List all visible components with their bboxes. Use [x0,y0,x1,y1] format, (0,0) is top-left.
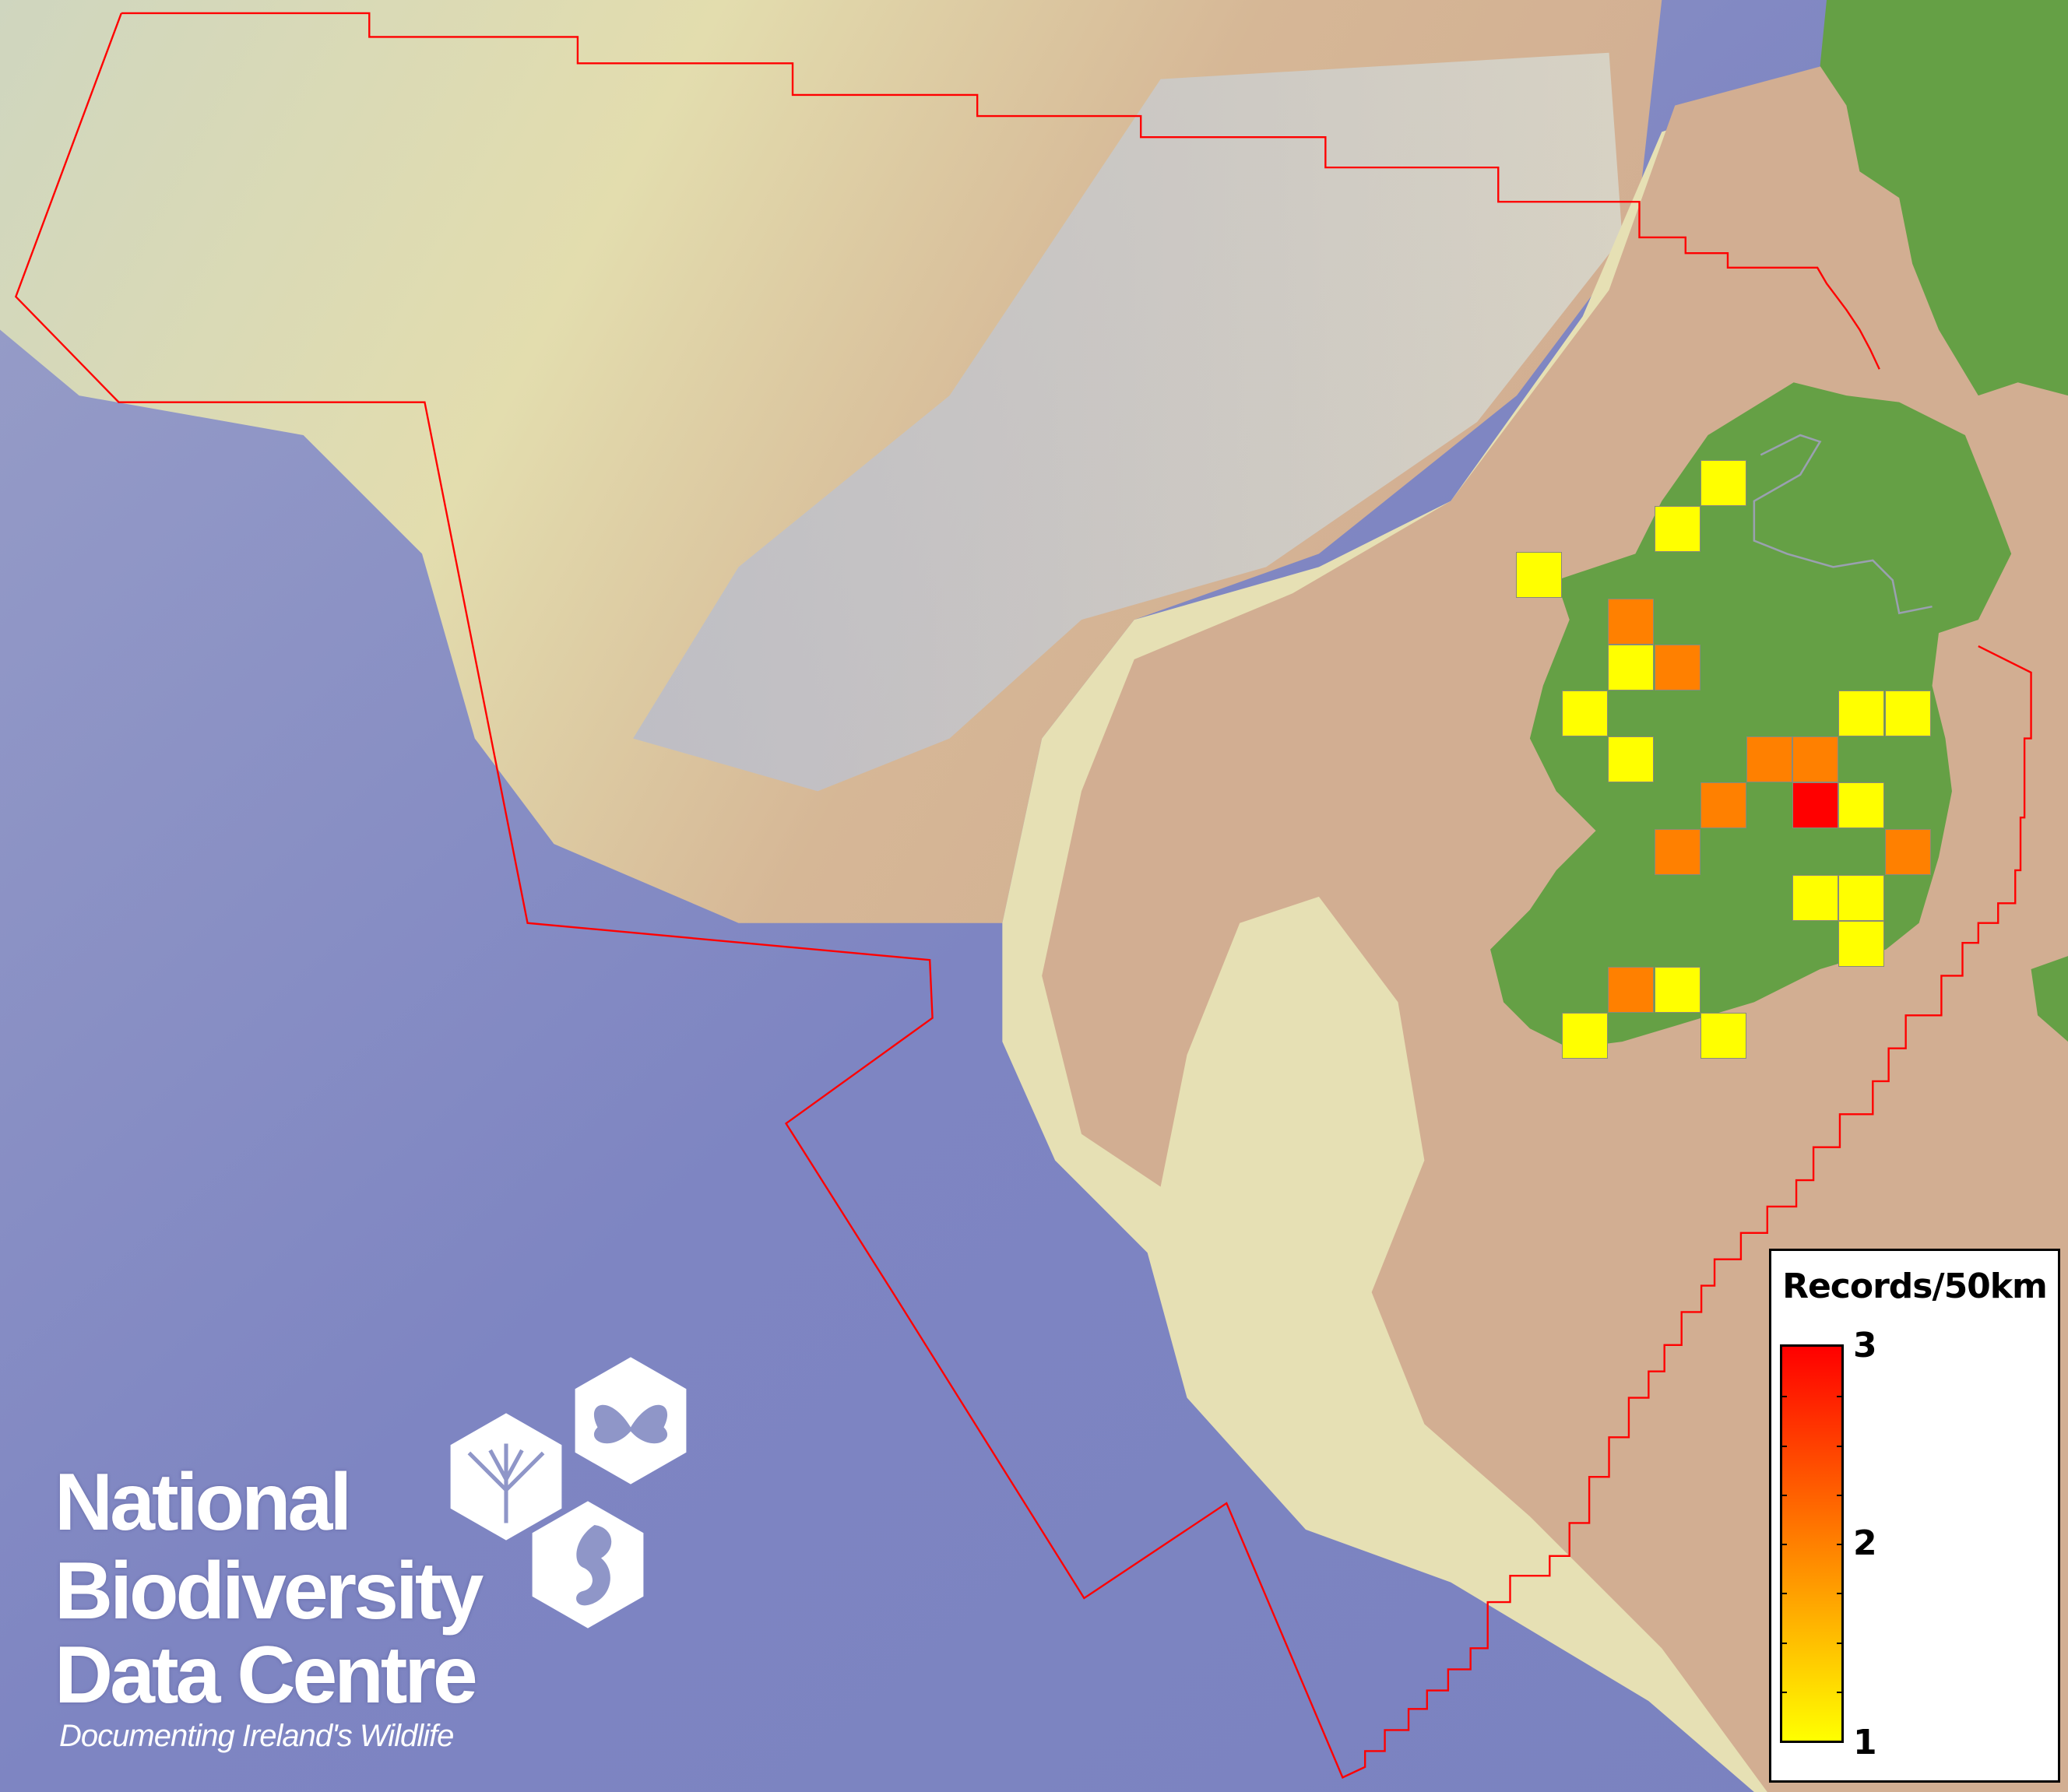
grid-cell-3-records [1792,782,1839,829]
grid-cell-2-records [1884,828,1931,875]
grid-cell-1-records [1654,506,1700,553]
grid-cell-1-records [1838,782,1885,829]
grid-cell-1-records [1700,1013,1746,1059]
grid-cell-1-records [1838,874,1885,921]
grid-cell-1-records [1792,874,1839,921]
legend-colorbar [1780,1344,1844,1743]
logo-line-national: National [55,1457,352,1548]
grid-cell-2-records [1654,828,1700,875]
grid-cell-2-records [1654,644,1700,690]
grid-cell-1-records [1838,690,1885,736]
grid-cell-1-records [1516,552,1562,599]
legend-title: Records/50km [1782,1267,2048,1306]
legend-min-label: 1 [1853,1723,1877,1762]
logo-line-data-centre: Data Centre [55,1630,478,1720]
legend-mid-label: 2 [1853,1523,1877,1563]
grid-cell-2-records [1700,782,1746,829]
grid-cell-1-records [1562,1013,1609,1059]
grid-cell-1-records [1562,690,1609,736]
legend-max-label: 3 [1853,1326,1877,1365]
grid-cell-1-records [1884,690,1931,736]
legend: Records/50km 3 2 1 [1769,1249,2060,1783]
grid-cell-2-records [1608,967,1655,1014]
scotland [1820,0,2068,396]
grid-cell-1-records [1700,460,1746,506]
eez-boundary-line [14,12,2032,1779]
tree-hexagon-icon [450,1413,562,1541]
grid-cell-2-records [1608,598,1655,645]
logo-tagline: Documenting Ireland's Wildlife [59,1719,454,1753]
butterfly-hexagon-icon [575,1357,687,1485]
seahorse-hexagon-icon [532,1501,644,1629]
grid-cell-1-records [1654,967,1700,1014]
rockall-trough [633,52,1623,792]
grid-cell-1-records [1838,921,1885,967]
grid-cell-1-records [1608,736,1655,783]
grid-cell-2-records [1746,736,1792,783]
ni-border [1753,434,1933,615]
logo-line-biodiversity: Biodiversity [55,1546,484,1636]
grid-cell-2-records [1792,736,1839,783]
grid-cell-1-records [1608,644,1655,690]
wales [2031,956,2068,1042]
